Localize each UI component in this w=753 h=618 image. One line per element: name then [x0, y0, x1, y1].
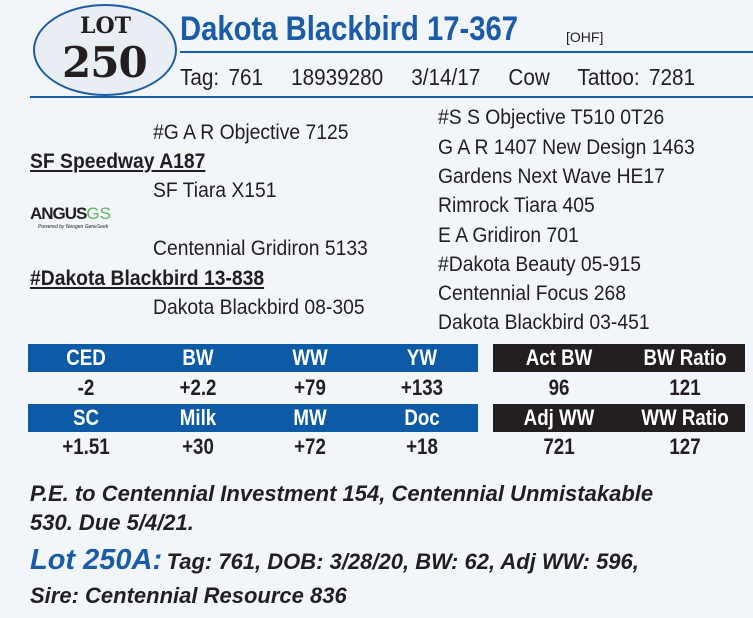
pedigree-dam-dam: Dakota Blackbird 08-305 [153, 296, 365, 319]
calf-info: Lot 250A: Tag: 761, DOB: 3/28/20, BW: 62… [30, 544, 639, 577]
perf-header: Adj WW [523, 405, 595, 430]
epd-value: +133 [400, 375, 444, 400]
tattoo: Tattoo: 7281 [577, 64, 696, 90]
epd-header: Milk [179, 405, 217, 430]
pedigree-g2: G A R 1407 New Design 1463 [438, 136, 695, 159]
epd-header: CED [66, 345, 106, 370]
epd-value: +2.2 [179, 375, 217, 400]
perf-header: WW Ratio [641, 405, 729, 430]
calf-details: Tag: 761, DOB: 3/28/20, BW: 62, Adj WW: … [166, 549, 639, 574]
calf-lot-label: Lot 250A: [30, 544, 163, 576]
footnote-line-2: 530. Due 5/4/21. [30, 510, 194, 535]
pedigree-dam: #Dakota Blackbird 13-838 [30, 267, 265, 290]
pedigree-g5: E A Gridiron 701 [438, 224, 579, 247]
calf-sire: Sire: Centennial Resource 836 [30, 583, 347, 608]
epd-header: SC [73, 405, 99, 430]
perf-header: Act BW [525, 345, 593, 370]
birth-date: 3/14/17 [411, 64, 481, 90]
epd-value: +18 [406, 434, 438, 459]
tag: Tag: 761 [180, 64, 264, 90]
animal-info: Tag: 761 18939280 3/14/17 Cow Tattoo: 72… [180, 64, 695, 91]
perf-value: 96 [548, 375, 570, 400]
footnote-line-1: P.E. to Centennial Investment 154, Cente… [30, 481, 654, 506]
lot-label: LOT [80, 13, 132, 39]
perf-header-band [493, 404, 745, 432]
epd-header: BW [182, 345, 214, 370]
registry-code: [OHF] [566, 29, 604, 45]
pedigree-g4: Rimrock Tiara 405 [438, 194, 595, 217]
lot-number: 250 [62, 38, 148, 87]
animal-name: Dakota Blackbird 17-367 [180, 10, 519, 48]
pedigree-sire: SF Speedway A187 [30, 150, 206, 173]
epd-value: -2 [77, 375, 95, 400]
sex: Cow [508, 64, 550, 90]
angus-gs-logo: ANGUSGS Powered by Neogen GeneSeek [30, 204, 111, 230]
perf-header: BW Ratio [643, 345, 727, 370]
divider [30, 96, 753, 98]
pedigree-g1: #S S Objective T510 0T26 [438, 106, 665, 129]
pedigree-g8: Dakota Blackbird 03-451 [438, 311, 650, 334]
perf-header-band [493, 344, 745, 372]
epd-header-band [28, 404, 478, 432]
registration-number: 18939280 [291, 64, 384, 90]
pedigree-dam-sire: Centennial Gridiron 5133 [153, 237, 368, 260]
pedigree-g6: #Dakota Beauty 05-915 [438, 253, 642, 276]
lot-badge [33, 4, 177, 96]
pedigree-g7: Centennial Focus 268 [438, 282, 626, 305]
perf-value: 127 [669, 434, 701, 459]
perf-value: 121 [669, 375, 701, 400]
epd-value: +1.51 [62, 434, 110, 459]
epd-header-band [28, 344, 478, 372]
epd-header: MW [293, 405, 327, 430]
epd-header: WW [292, 345, 328, 370]
epd-value: +30 [182, 434, 214, 459]
epd-header: Doc [404, 405, 440, 430]
epd-value: +79 [294, 375, 326, 400]
perf-value: 721 [543, 434, 575, 459]
divider [180, 51, 753, 53]
pedigree-g3: Gardens Next Wave HE17 [438, 165, 665, 188]
pedigree-sire-dam: SF Tiara X151 [153, 179, 277, 202]
pedigree-sire-sire: #G A R Objective 7125 [153, 121, 349, 144]
epd-value: +72 [294, 434, 326, 459]
epd-header: YW [406, 345, 438, 370]
